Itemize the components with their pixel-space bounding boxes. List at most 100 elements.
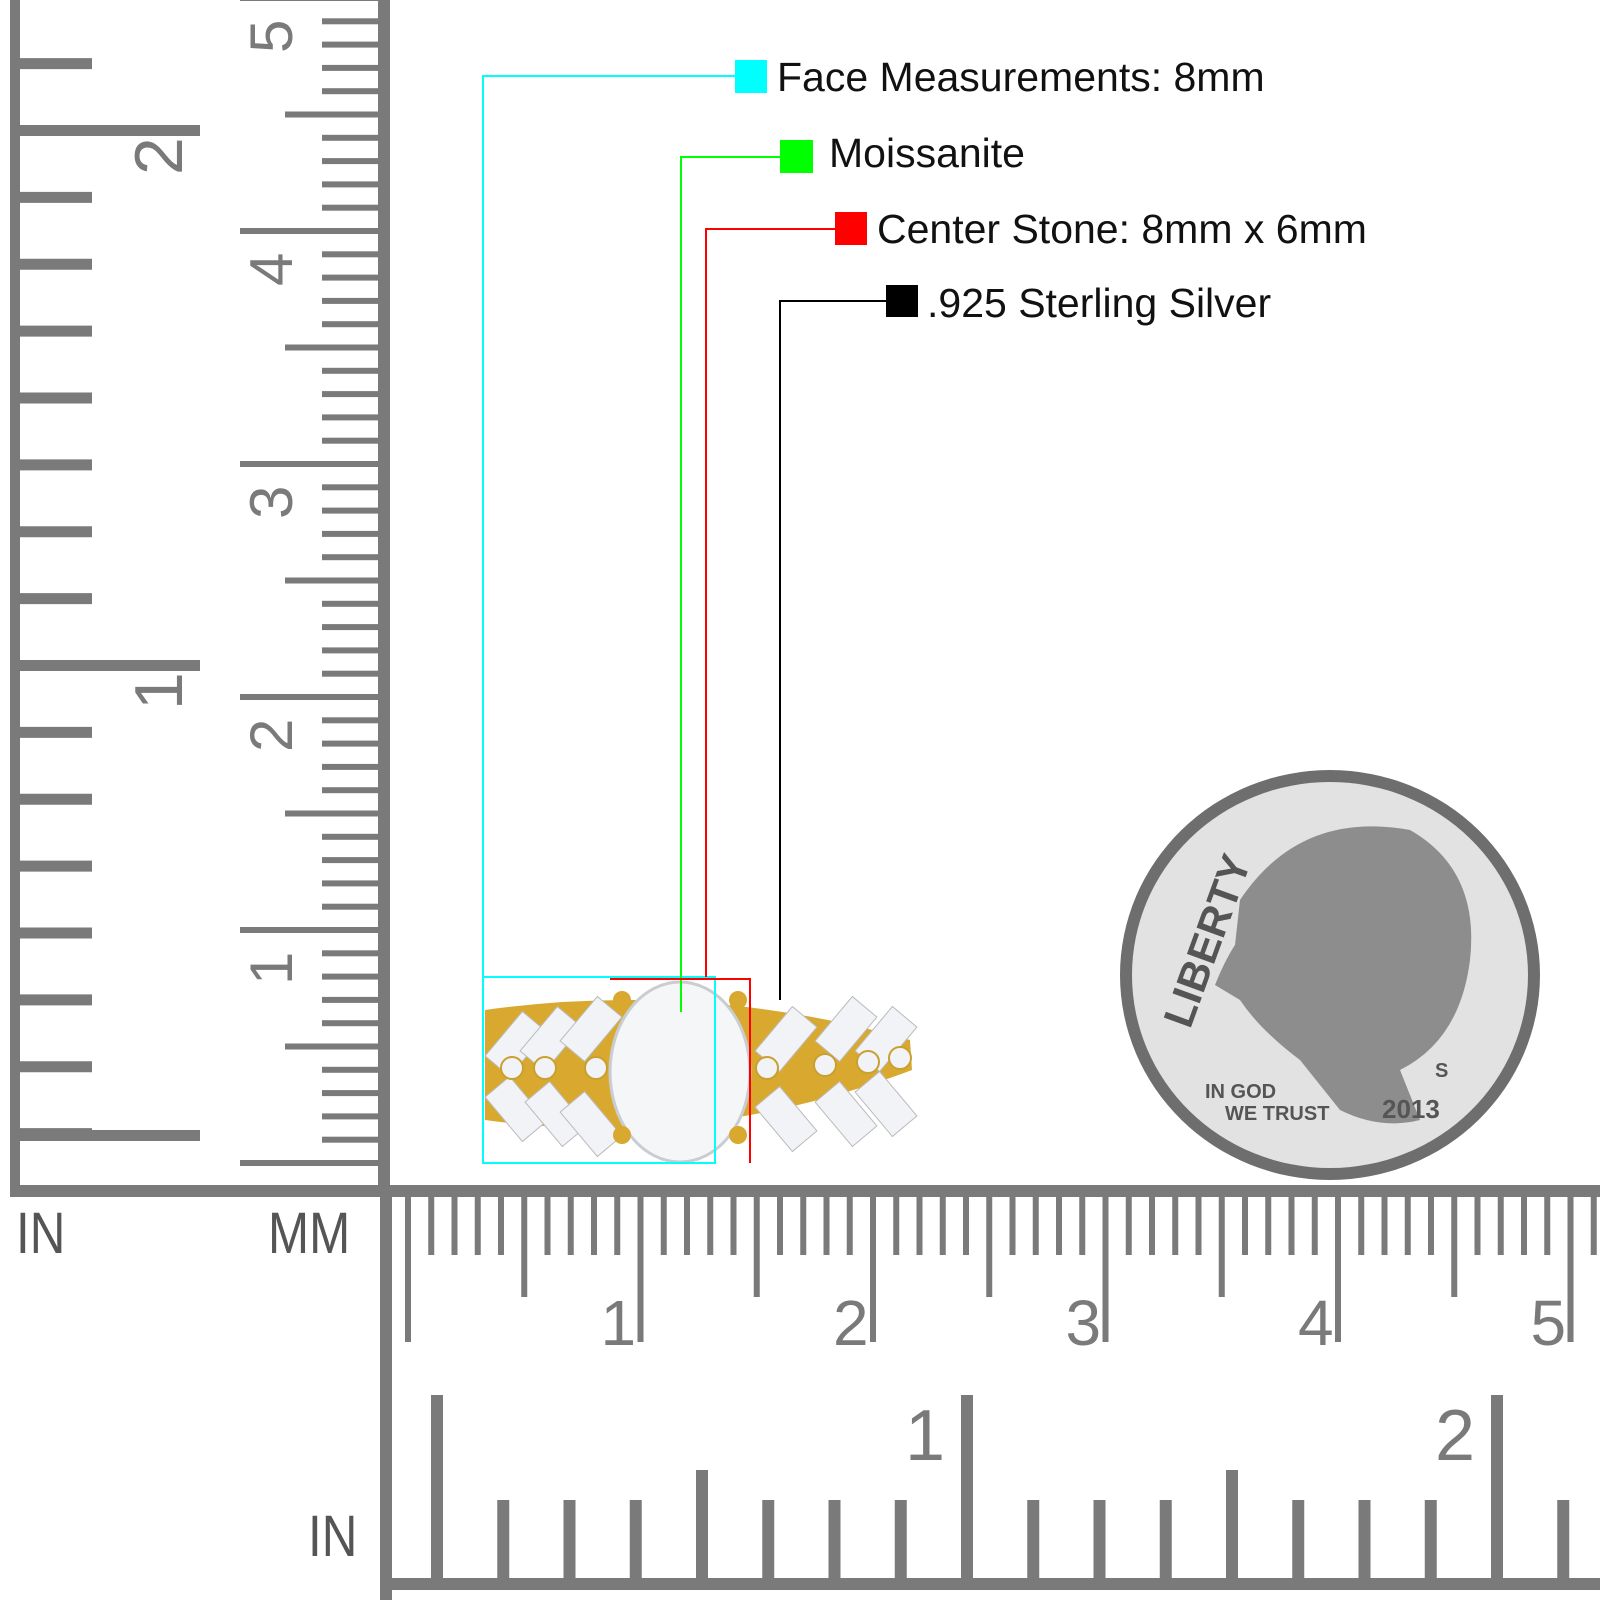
prong — [613, 991, 631, 1009]
mm-ruler-edge — [378, 0, 390, 1195]
inch-minor-tick — [20, 593, 92, 605]
baguette-stone — [814, 995, 878, 1063]
inch-minor-tick — [20, 1061, 92, 1073]
inch-minor-tick — [20, 258, 92, 270]
inch-tick — [961, 1395, 973, 1580]
prong — [729, 991, 747, 1009]
mm-tick — [240, 461, 380, 467]
mm-tick — [730, 1197, 737, 1255]
round-stone — [533, 1056, 557, 1080]
inch-minor-tick — [20, 994, 92, 1006]
center-stone-leader-line — [705, 228, 835, 977]
mm-tick — [567, 1197, 574, 1255]
inch-tick — [762, 1500, 775, 1580]
inch-minor-tick — [20, 860, 92, 872]
mm-tick — [240, 228, 380, 234]
mm-tick — [405, 1197, 411, 1342]
mm-tick — [322, 717, 380, 724]
mm-tick — [1079, 1197, 1086, 1255]
portrait — [1215, 826, 1472, 1124]
mm-tick — [1567, 1197, 1574, 1342]
mm-tick — [322, 624, 380, 631]
inch-tick — [563, 1500, 576, 1580]
mm-tick — [474, 1197, 481, 1255]
mm-tick — [1404, 1197, 1411, 1255]
mm-tick — [285, 344, 380, 351]
metal-leader-line — [779, 300, 886, 1000]
mm-tick — [451, 1197, 458, 1255]
mm-tick — [322, 251, 380, 258]
mm-tick — [1218, 1197, 1225, 1297]
inch-tick — [1491, 1395, 1503, 1580]
bottom-ruler-edge — [380, 1190, 392, 1600]
mm-tick — [322, 880, 380, 887]
mm-tick — [322, 554, 380, 561]
inch-minor-tick — [20, 459, 92, 471]
mm-tick — [240, 1160, 380, 1166]
inch-minor-tick — [20, 325, 92, 337]
mm-tick — [753, 1197, 760, 1297]
mm-tick — [893, 1197, 900, 1255]
inch-minor-tick — [20, 927, 92, 939]
inch-tick — [1292, 1500, 1305, 1580]
mm-tick — [322, 18, 380, 25]
mm-tick — [823, 1197, 830, 1255]
vertical-cm-label: 4 — [238, 253, 305, 286]
mm-tick — [1428, 1197, 1434, 1255]
mm-tick — [1311, 1197, 1318, 1255]
mm-tick — [684, 1197, 690, 1255]
baguette-stone — [519, 1005, 583, 1073]
mm-tick — [322, 740, 380, 747]
mm-tick — [1242, 1197, 1248, 1255]
mm-tick — [800, 1197, 807, 1255]
mm-tick — [322, 857, 380, 864]
mm-tick — [1265, 1197, 1272, 1255]
mm-tick — [1497, 1197, 1504, 1255]
inch-major-tick — [20, 660, 200, 671]
round-stone — [888, 1046, 912, 1070]
mm-tick — [322, 484, 380, 491]
center-stone-label: Center Stone: 8mm x 6mm — [877, 206, 1367, 252]
mm-tick — [1590, 1197, 1597, 1255]
prong — [729, 1126, 747, 1144]
horizontal-inch-label: 2 — [1435, 1396, 1475, 1476]
round-stone — [755, 1056, 779, 1080]
mm-tick — [322, 64, 380, 71]
vertical-cm-label: 1 — [238, 952, 305, 985]
inch-tick — [1424, 1500, 1437, 1580]
mm-tick — [637, 1197, 644, 1342]
inch-tick — [1093, 1500, 1106, 1580]
mm-tick — [1521, 1197, 1527, 1255]
mm-tick — [322, 647, 380, 654]
face-leader-line — [482, 75, 735, 1163]
round-stone — [813, 1053, 837, 1077]
inch-tick — [1159, 1500, 1172, 1580]
face-measure-box — [482, 976, 716, 1164]
mm-tick — [322, 414, 380, 421]
mm-tick — [322, 1066, 380, 1073]
horizontal-cm-label: 3 — [1066, 1287, 1102, 1359]
mm-tick — [322, 973, 380, 980]
horizontal-inch-label: 1 — [905, 1396, 945, 1476]
baguette-stone — [484, 1075, 548, 1143]
inch-tick — [1358, 1500, 1371, 1580]
mm-tick — [1335, 1197, 1341, 1342]
left-inch-unit-label: IN — [16, 1201, 66, 1266]
inch-tick — [1027, 1500, 1040, 1580]
inch-minor-tick — [20, 191, 92, 203]
mm-tick — [322, 996, 380, 1003]
mm-tick — [322, 134, 380, 141]
horizontal-cm-label: 2 — [833, 1287, 869, 1359]
left-ruler-edge — [10, 0, 20, 1195]
round-stone — [500, 1056, 524, 1080]
baguette-stone — [854, 1070, 918, 1138]
inch-minor-tick — [20, 58, 92, 70]
mm-tick — [660, 1197, 667, 1255]
mm-tick — [322, 507, 380, 514]
mm-tick — [322, 297, 380, 304]
baguette-stone — [559, 995, 623, 1063]
mm-tick — [1149, 1197, 1155, 1255]
